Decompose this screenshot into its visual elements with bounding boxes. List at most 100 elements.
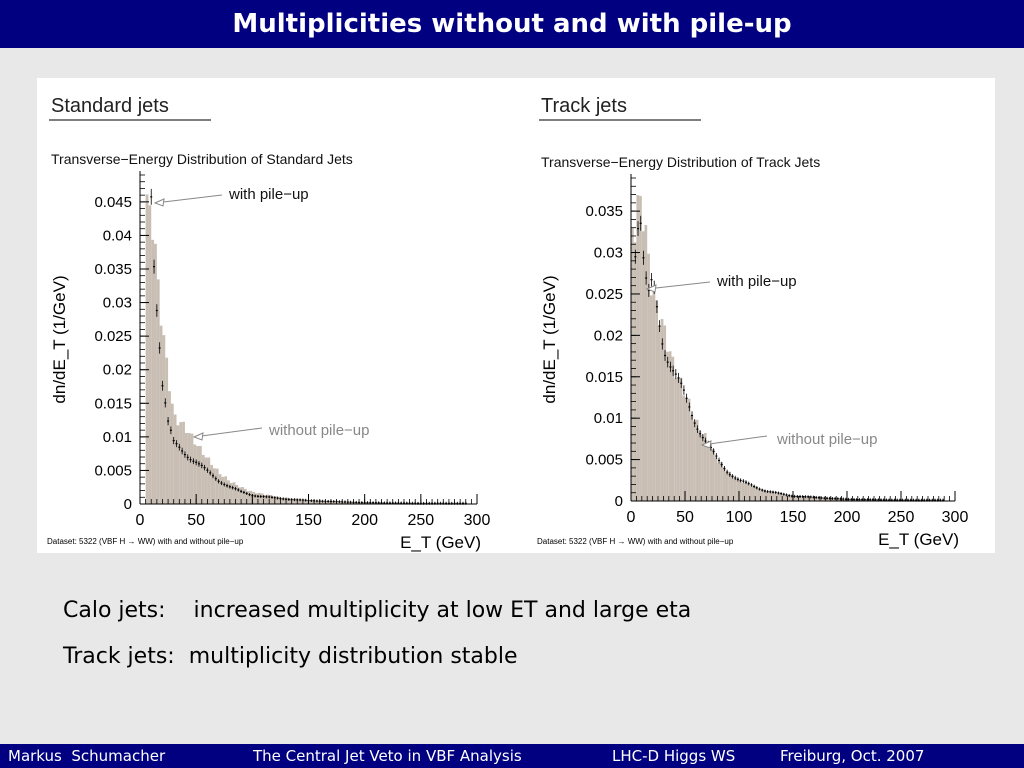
data-point <box>734 477 737 479</box>
data-point <box>920 499 923 501</box>
data-point <box>769 491 772 493</box>
data-point <box>655 306 658 308</box>
histogram-bin <box>249 490 253 504</box>
annotation-arrow-head <box>153 198 165 207</box>
histogram-bin <box>709 448 712 501</box>
data-point <box>828 497 831 499</box>
histogram-bin <box>162 335 166 504</box>
data-point <box>850 498 853 501</box>
histogram-bin <box>733 478 737 501</box>
histogram-bin <box>795 495 799 501</box>
data-point <box>772 491 775 493</box>
histogram-bin <box>280 497 284 504</box>
histogram-bin <box>766 491 769 501</box>
histogram-bin <box>806 496 810 501</box>
histogram-bin <box>193 444 197 504</box>
histogram-bin <box>663 325 667 501</box>
histogram-bin <box>652 291 656 501</box>
chart-title: Transverse−Energy Distribution of Standa… <box>51 151 353 167</box>
data-point <box>158 347 161 349</box>
histogram-bin <box>336 501 340 504</box>
histogram-bin <box>361 502 365 504</box>
histogram-bin <box>246 490 250 504</box>
data-point <box>745 481 748 483</box>
histogram-bin <box>790 495 793 501</box>
x-tick-label: 0 <box>136 512 145 529</box>
footer-author: Markus Schumacher <box>8 747 166 765</box>
x-axis-label: E_T (GeV) <box>878 530 959 549</box>
histogram-bin <box>693 420 696 501</box>
data-point <box>763 490 766 492</box>
data-point <box>912 499 915 501</box>
histogram-bin <box>224 476 228 504</box>
data-point <box>315 500 318 502</box>
data-point <box>220 482 223 484</box>
data-point <box>858 498 861 501</box>
histogram-bin <box>342 501 346 504</box>
histogram-bin <box>749 486 753 501</box>
histogram-bin <box>288 498 292 504</box>
y-tick-label: 0.03 <box>103 295 132 312</box>
annotation-arrow-head <box>192 432 204 441</box>
data-point <box>394 502 397 504</box>
data-point <box>909 499 912 501</box>
histogram-bin <box>311 499 315 504</box>
histogram-bin <box>384 502 388 504</box>
histogram-bin <box>755 486 758 501</box>
data-point <box>206 469 209 471</box>
data-point <box>293 499 296 501</box>
data-point <box>874 499 877 501</box>
panel-heading: Standard jets <box>51 95 169 117</box>
data-point <box>150 196 153 198</box>
histogram-bin <box>722 467 726 501</box>
histogram-bin <box>168 391 171 504</box>
histogram-bin <box>319 500 323 504</box>
data-point <box>877 499 880 501</box>
data-point <box>882 499 885 501</box>
histogram-bin <box>218 474 222 504</box>
data-point <box>826 497 829 499</box>
track-jets-chart: Track jets Transverse−Energy Distribution… <box>537 95 968 549</box>
data-point <box>209 472 212 474</box>
data-point <box>917 499 920 501</box>
data-point <box>439 502 442 504</box>
data-point <box>422 502 425 504</box>
data-point <box>871 499 874 501</box>
histogram-bin <box>720 462 723 501</box>
histogram-bin <box>739 480 742 501</box>
data-point <box>704 440 707 442</box>
histogram-bin <box>690 415 694 501</box>
data-point <box>898 499 901 501</box>
data-point <box>372 502 375 504</box>
histogram-bin <box>674 378 677 501</box>
histogram-bin <box>375 502 379 504</box>
histogram-bin <box>165 357 169 504</box>
histogram-bin <box>215 468 219 504</box>
data-point <box>445 502 448 504</box>
y-tick-label: 0.045 <box>94 194 132 211</box>
data-point <box>809 496 812 498</box>
data-point <box>788 494 791 497</box>
histogram-bin <box>156 279 160 504</box>
annotation-without-pileup: without pile−up <box>268 422 370 439</box>
histogram-bin <box>347 501 351 504</box>
data-point <box>417 502 420 504</box>
data-point <box>161 385 164 387</box>
bullet-label: Track jets: <box>63 644 175 669</box>
data-point <box>366 502 369 504</box>
histogram-bin <box>752 485 756 501</box>
data-point <box>461 502 464 504</box>
x-tick-label: 50 <box>187 512 205 529</box>
histogram-bin <box>714 457 718 501</box>
histogram-bin <box>308 500 312 504</box>
data-point <box>836 498 839 500</box>
histogram-bin <box>350 502 354 504</box>
histogram-bin <box>747 483 750 501</box>
annotation-arrow-line <box>646 281 711 290</box>
histogram-bin <box>793 496 796 501</box>
data-point <box>276 497 279 499</box>
histogram-bin <box>809 497 812 501</box>
data-point <box>270 496 273 498</box>
data-point <box>355 501 358 504</box>
data-point <box>942 499 945 501</box>
